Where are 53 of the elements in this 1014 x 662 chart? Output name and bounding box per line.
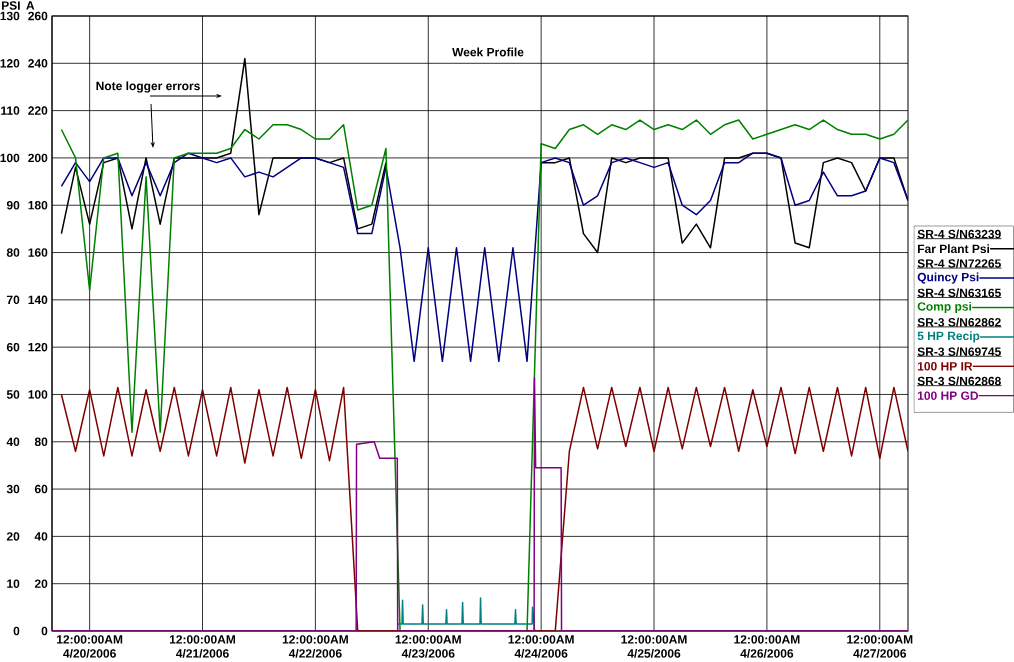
y-tick-label: 60 bbox=[6, 342, 20, 352]
legend-label: Far Plant Psi bbox=[918, 244, 990, 254]
y2-tick-label: 60 bbox=[34, 484, 48, 494]
legend-label: Quincy Psi bbox=[917, 272, 979, 284]
text: SR-3 S/N62868 bbox=[917, 376, 1001, 386]
y2-tick-label: 220 bbox=[28, 106, 48, 115]
y-tick-label: 0 bbox=[13, 626, 20, 636]
y2-tick-label: 20 bbox=[34, 579, 48, 588]
annotation: Week Profile bbox=[452, 47, 524, 57]
x-tick-label: 12:00:00AM 4/21/2006 bbox=[169, 635, 236, 658]
y-tick-label: 110 bbox=[1, 106, 20, 115]
y2-tick-label: 200 bbox=[28, 153, 48, 163]
y-tick-label: 30 bbox=[6, 484, 20, 494]
y2-tick-label: 0 bbox=[41, 626, 48, 636]
x-tick-label: 12:00:00AM 4/26/2006 bbox=[734, 635, 800, 658]
y2-tick-label: 80 bbox=[34, 437, 48, 447]
y2-tick-label: 260 bbox=[28, 11, 48, 21]
annotation: Note logger errors bbox=[96, 81, 200, 93]
y2-tick-label: 140 bbox=[28, 295, 48, 305]
x-tick-label: 12:00:00AM 4/24/2006 bbox=[508, 635, 574, 658]
y2-tick-label: 240 bbox=[28, 59, 48, 68]
y-tick-label: 50 bbox=[6, 390, 20, 399]
y2-tick-label: 40 bbox=[34, 532, 48, 541]
x-tick-label: 12:00:00AM 4/23/2006 bbox=[395, 635, 461, 658]
x-tick-label: 12:00:00AM 4/22/2006 bbox=[282, 635, 348, 658]
y-tick-label: 10 bbox=[7, 579, 20, 588]
y-tick-label: 20 bbox=[6, 532, 20, 541]
y2-tick-label: 120 bbox=[28, 342, 48, 352]
legend-label: 100 HP IR bbox=[917, 362, 973, 371]
x-tick-label: 12:00:00AM 4/27/2006 bbox=[847, 635, 913, 658]
legend-label: Comp psi bbox=[917, 301, 972, 314]
text: SR-4 S/N72265 bbox=[917, 258, 1001, 268]
text: SR-4 S/N63239 bbox=[917, 229, 1001, 239]
legend-label: 5 HP Recip bbox=[917, 331, 980, 343]
x-tick-label: 12:00:00AM 4/20/2006 bbox=[57, 635, 123, 658]
x-tick-label: 12:00:00AM 4/25/2006 bbox=[621, 635, 687, 658]
y2-tick-label: 100 bbox=[28, 390, 48, 399]
y2-tick-label: 160 bbox=[28, 248, 48, 257]
y-tick-label: 130 bbox=[0, 11, 20, 21]
y-tick-label: 40 bbox=[6, 437, 20, 447]
y2-axis-title: A bbox=[26, 1, 35, 10]
text: SR-3 S/N62862 bbox=[917, 317, 1001, 327]
y-tick-label: 90 bbox=[6, 200, 20, 210]
y-tick-label: 80 bbox=[6, 248, 20, 257]
y-axis-title: PSI bbox=[2, 1, 20, 10]
legend-label: 100 HP GD bbox=[917, 391, 979, 400]
text: SR-4 S/N63165 bbox=[917, 288, 1001, 298]
text: SR-3 S/N69745 bbox=[917, 347, 1001, 357]
line-series bbox=[60, 152, 909, 363]
y-tick-label: 100 bbox=[0, 153, 20, 163]
y2-tick-label: 180 bbox=[28, 200, 48, 210]
y-tick-label: 120 bbox=[0, 59, 20, 68]
y-tick-label: 70 bbox=[6, 295, 20, 305]
